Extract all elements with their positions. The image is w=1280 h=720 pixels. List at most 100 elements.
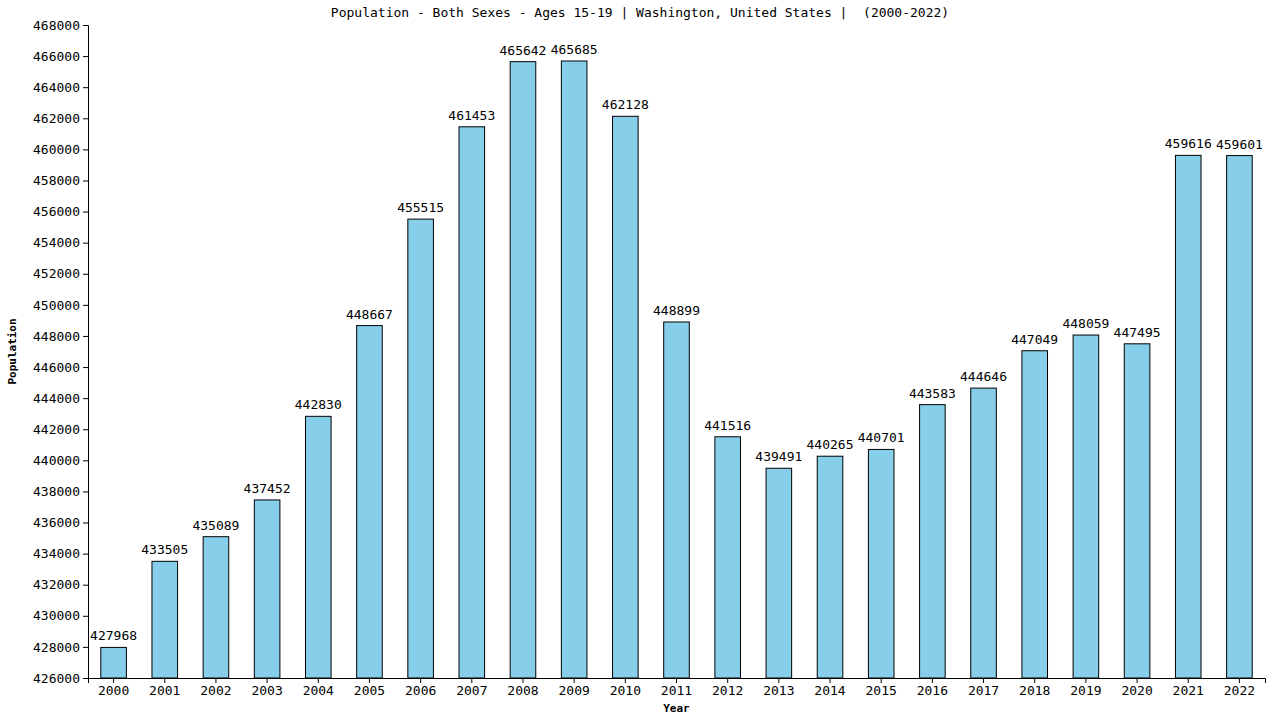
x-tick: 2010 (610, 678, 641, 698)
bar (817, 456, 843, 678)
x-tick: 2017 (968, 678, 999, 698)
y-tick: 428000 (33, 640, 88, 655)
bars (101, 61, 1252, 678)
bar (408, 219, 434, 678)
x-tick-label: 2007 (456, 683, 487, 698)
data-label: 462128 (602, 97, 649, 112)
x-tick-label: 2014 (814, 683, 845, 698)
y-tick-mark (83, 87, 88, 88)
data-label: 427968 (90, 628, 137, 643)
x-tick: 2020 (1121, 678, 1152, 698)
x-tick: 2016 (917, 678, 948, 698)
x-tick-label: 2017 (968, 683, 999, 698)
x-tick-label: 2016 (917, 683, 948, 698)
y-tick-mark (83, 367, 88, 368)
y-tick: 430000 (33, 608, 88, 623)
y-tick-mark (83, 118, 88, 119)
y-tick: 440000 (33, 453, 88, 468)
y-tick-label: 468000 (33, 18, 80, 33)
y-tick: 456000 (33, 204, 88, 219)
x-tick: 2006 (405, 678, 436, 698)
y-tick-label: 426000 (33, 671, 80, 686)
x-tick-label: 2013 (763, 683, 794, 698)
y-tick-label: 446000 (33, 360, 80, 375)
x-tick: 2004 (303, 678, 334, 698)
x-tick: 2003 (251, 678, 282, 698)
data-label: 437452 (244, 481, 291, 496)
x-tick-label: 2010 (610, 683, 641, 698)
y-tick-mark (83, 274, 88, 275)
bar (561, 61, 587, 678)
y-tick: 432000 (33, 577, 88, 592)
y-tick-label: 460000 (33, 142, 80, 157)
y-tick-mark (83, 25, 88, 26)
y-tick-mark (83, 460, 88, 461)
y-tick-label: 452000 (33, 266, 80, 281)
x-tick: 2011 (661, 678, 692, 698)
x-tick: 2018 (1019, 678, 1050, 698)
bar (1073, 335, 1099, 678)
bar (1022, 351, 1048, 678)
bar (101, 647, 127, 678)
y-tick: 466000 (33, 49, 88, 64)
y-tick: 462000 (33, 111, 88, 126)
x-tick: 2000 (98, 678, 129, 698)
y-tick: 454000 (33, 235, 88, 250)
bar (357, 326, 383, 678)
y-tick: 442000 (33, 422, 88, 437)
y-tick-mark (83, 180, 88, 181)
bar (971, 388, 997, 678)
data-label: 444646 (960, 369, 1007, 384)
data-label: 459616 (1165, 136, 1212, 151)
x-axis-title: Year (663, 702, 690, 715)
bar (203, 537, 229, 678)
data-labels: 4279684335054350894374524428304486674555… (90, 42, 1263, 643)
data-label: 433505 (141, 542, 188, 557)
chart: 4260004280004300004320004340004360004380… (0, 0, 1280, 720)
y-tick: 468000 (33, 18, 88, 33)
data-label: 461453 (448, 108, 495, 123)
y-tick-label: 440000 (33, 453, 80, 468)
bar (664, 322, 690, 678)
data-label: 448059 (1062, 316, 1109, 331)
bar (715, 437, 741, 678)
data-label: 441516 (704, 418, 751, 433)
bar (1175, 155, 1201, 678)
x-tick: 2022 (1224, 678, 1255, 698)
y-tick: 444000 (33, 391, 88, 406)
data-label: 442830 (295, 397, 342, 412)
title: Population - Both Sexes - Ages 15-19 | W… (331, 5, 949, 20)
plot: 4260004280004300004320004340004360004380… (33, 18, 1265, 699)
y-tick-label: 444000 (33, 391, 80, 406)
y-tick-label: 456000 (33, 204, 80, 219)
x-tick-label: 2000 (98, 683, 129, 698)
bar (920, 405, 946, 678)
bar (152, 561, 178, 678)
y-tick: 450000 (33, 298, 88, 313)
x-tick-label: 2005 (354, 683, 385, 698)
x-tick-label: 2012 (712, 683, 743, 698)
data-label: 448899 (653, 303, 700, 318)
bar (254, 500, 280, 678)
x-tick: 2008 (507, 678, 538, 698)
y-tick-mark (83, 523, 88, 524)
y-tick-label: 436000 (33, 515, 80, 530)
y-tick-mark (83, 56, 88, 57)
y-tick: 436000 (33, 515, 88, 530)
y-tick-mark (83, 585, 88, 586)
x-tick-label: 2020 (1121, 683, 1152, 698)
data-label: 440265 (807, 437, 854, 452)
y-tick-label: 462000 (33, 111, 80, 126)
y-tick-mark (83, 429, 88, 430)
x-tick: 2009 (558, 678, 589, 698)
x-tick-label: 2006 (405, 683, 436, 698)
y-tick-label: 438000 (33, 484, 80, 499)
y-tick: 448000 (33, 329, 88, 344)
data-label: 448667 (346, 307, 393, 322)
bar (305, 416, 331, 678)
y-tick-label: 448000 (33, 329, 80, 344)
y-tick-label: 428000 (33, 640, 80, 655)
x-tick-label: 2011 (661, 683, 692, 698)
bar (766, 468, 792, 678)
bar (1227, 156, 1253, 678)
